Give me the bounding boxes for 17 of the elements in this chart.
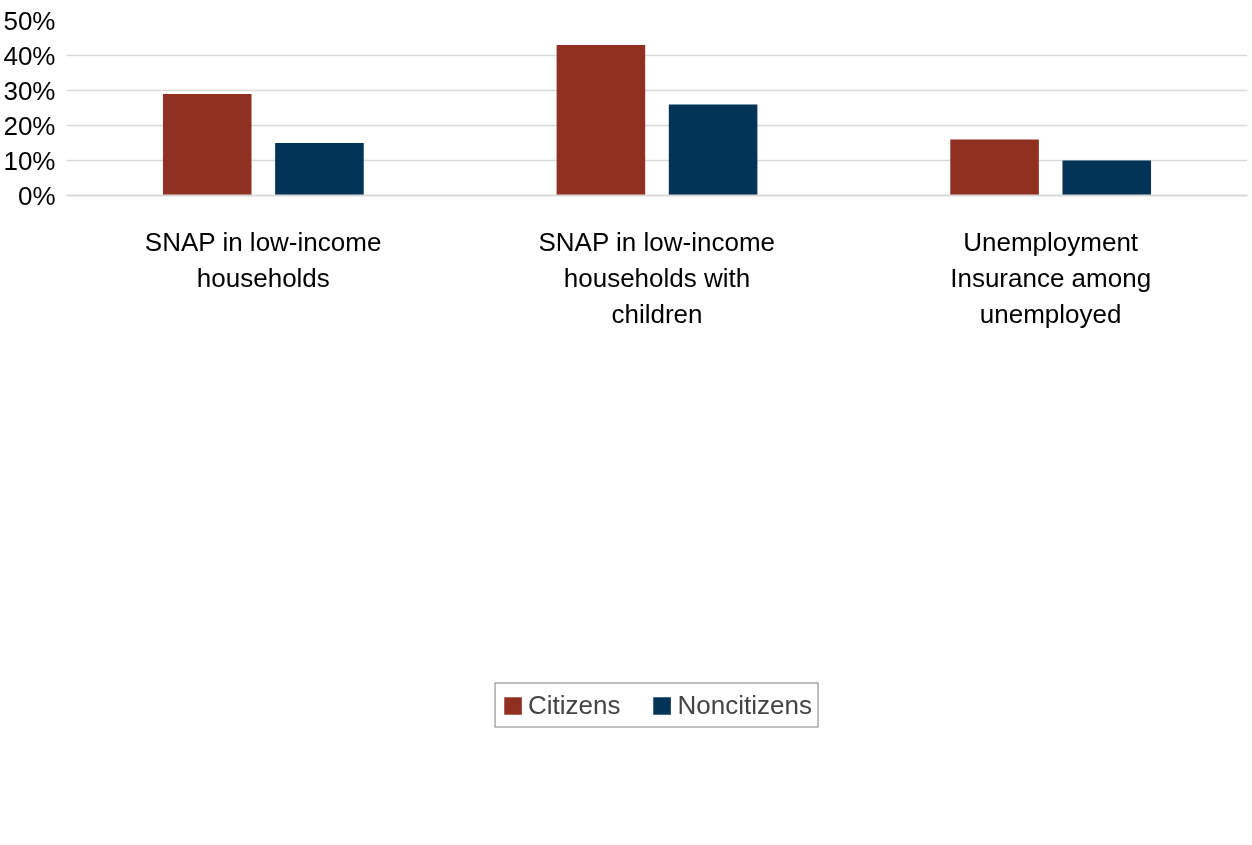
bar <box>950 139 1039 196</box>
bar <box>162 94 252 196</box>
bar <box>275 143 364 196</box>
y-tick-label: 30% <box>3 75 56 106</box>
y-tick-label: 10% <box>3 145 56 176</box>
y-tick-label: 0% <box>17 180 56 211</box>
legend-label: Noncitizens <box>677 689 812 721</box>
y-tick-label: 50% <box>3 5 56 36</box>
x-tick-label: SNAP in low-income households <box>144 226 382 293</box>
bar <box>668 104 758 196</box>
legend-label: Citizens <box>528 689 621 721</box>
x-tick-label: Unemployment Insurance among unemployed <box>950 226 1152 329</box>
y-tick-label: 40% <box>3 40 56 71</box>
bar <box>556 45 646 196</box>
y-tick-label: 20% <box>3 110 56 141</box>
x-tick-label: SNAP in low-income households with children <box>538 226 776 329</box>
bar <box>1062 160 1152 196</box>
